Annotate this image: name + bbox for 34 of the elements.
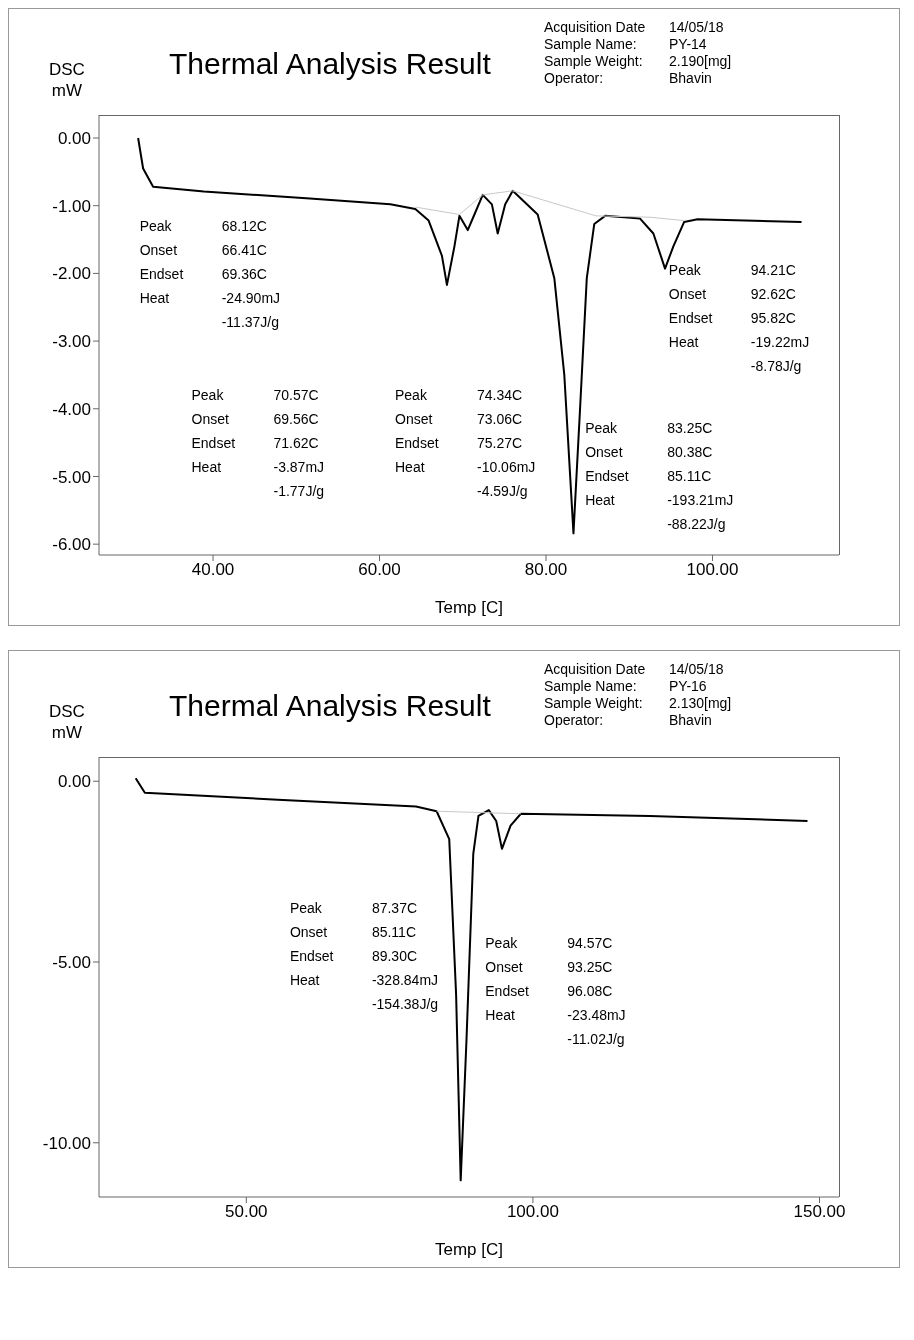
chart-title: Thermal Analysis Result xyxy=(169,47,491,81)
y-tick-label: -5.00 xyxy=(52,953,91,973)
y-tick-label: 0.00 xyxy=(57,772,91,792)
y-tick-label: -2.00 xyxy=(52,264,91,284)
chart-title: Thermal Analysis Result xyxy=(169,689,491,723)
text: Peak 87.37C Onset 85.11C Endset 89.30C Heat -328.84mJ -154.38J/g xyxy=(289,899,439,1012)
text: Peak 83.25C Onset 80.38C Endset 85.11C Heat -193.21mJ -88.22J/g xyxy=(585,420,734,533)
y-tick-label: -6.00 xyxy=(52,535,91,555)
y-tick-label: -1.00 xyxy=(52,196,91,216)
y-tick-label: 0.00 xyxy=(57,129,91,149)
y-tick-label: -5.00 xyxy=(52,467,91,487)
text: Peak 68.12C Onset 66.41C Endset 69.36C Heat -24.90mJ -11.37J/g xyxy=(139,218,281,330)
y-axis-title: DSC mW xyxy=(49,59,85,101)
y-tick-label: -3.00 xyxy=(52,332,91,352)
y-tick-label: -10.00 xyxy=(42,1133,91,1153)
text: Peak 94.57C Onset 93.25C Endset 96.08C Heat -23.48mJ -11.02J/g xyxy=(485,934,626,1047)
line-series xyxy=(414,190,685,222)
x-tick-label: 150.00 xyxy=(793,1202,846,1222)
text: Peak 94.21C Onset 92.62C Endset 95.82C Heat -19.22mJ -8.78J/g xyxy=(668,262,810,374)
x-axis-title: Temp [C] xyxy=(434,1240,504,1259)
y-tick-label: -4.00 xyxy=(52,399,91,419)
text: Acquisition Date 14/05/18 Sample Name: PY-16 Sample Weight: 2.130[mg] Operator: Bhavin xyxy=(544,661,732,728)
x-axis-title: Temp [C] xyxy=(434,598,504,617)
x-tick-label: 40.00 xyxy=(191,560,235,580)
y-axis-title: DSC mW xyxy=(49,701,85,743)
line-series xyxy=(134,777,809,1182)
x-tick-label: 80.00 xyxy=(524,560,568,580)
x-tick-label: 100.00 xyxy=(686,560,739,580)
text: Peak 70.57C Onset 69.56C Endset 71.62C Heat -3.87mJ -1.77J/g xyxy=(191,387,325,500)
text: Acquisition Date 14/05/18 Sample Name: PY-14 Sample Weight: 2.190[mg] Operator: Bhavin xyxy=(544,19,732,86)
x-tick-label: 60.00 xyxy=(358,560,401,580)
x-tick-label: 100.00 xyxy=(506,1202,559,1222)
text: Peak 74.34C Onset 73.06C Endset 75.27C Heat -10.06mJ -4.59J/g xyxy=(395,387,536,500)
x-tick-label: 50.00 xyxy=(225,1202,268,1222)
